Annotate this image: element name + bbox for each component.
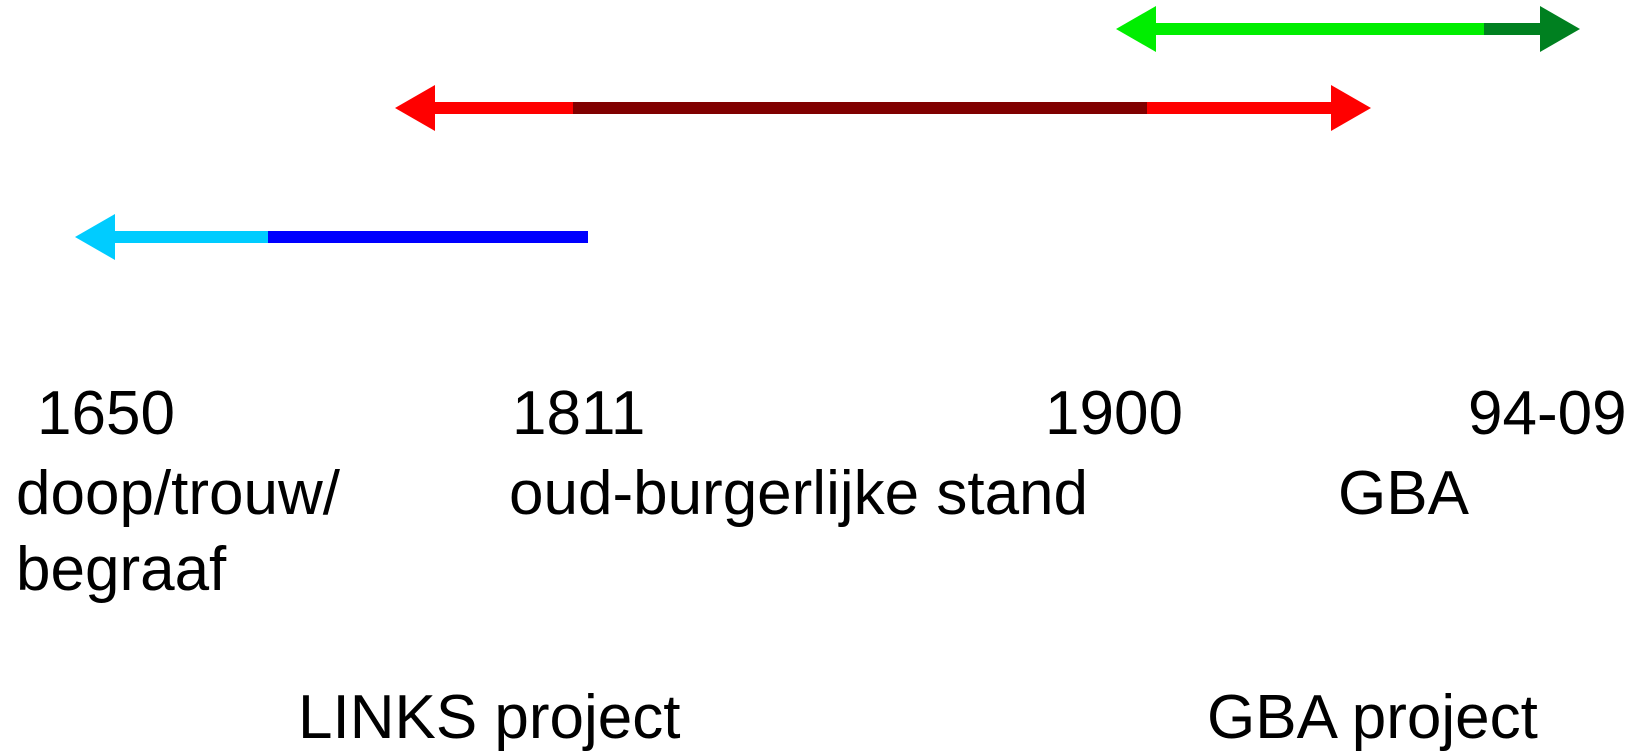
year-label: 1811 bbox=[512, 379, 645, 448]
arrow-head bbox=[395, 85, 435, 131]
arrow-head bbox=[1540, 6, 1580, 52]
gba-arrow bbox=[1116, 6, 1580, 52]
period-label: oud-burgerlijke stand bbox=[509, 459, 1088, 528]
period-label: doop/trouw/ bbox=[16, 459, 341, 528]
project-label: LINKS project bbox=[298, 683, 681, 752]
period-label: GBA bbox=[1338, 459, 1470, 528]
project-label: GBA project bbox=[1207, 683, 1538, 752]
year-label: 94-09 bbox=[1468, 379, 1627, 448]
arrow-head bbox=[1116, 6, 1156, 52]
arrow-head bbox=[1331, 85, 1371, 131]
arrow-head bbox=[75, 214, 115, 260]
burgerlijke-stand-arrow bbox=[395, 85, 1371, 131]
doop-arrow bbox=[75, 214, 588, 260]
year-label: 1650 bbox=[37, 379, 175, 448]
period-label: begraaf bbox=[16, 535, 227, 604]
year-label: 1900 bbox=[1045, 379, 1183, 448]
